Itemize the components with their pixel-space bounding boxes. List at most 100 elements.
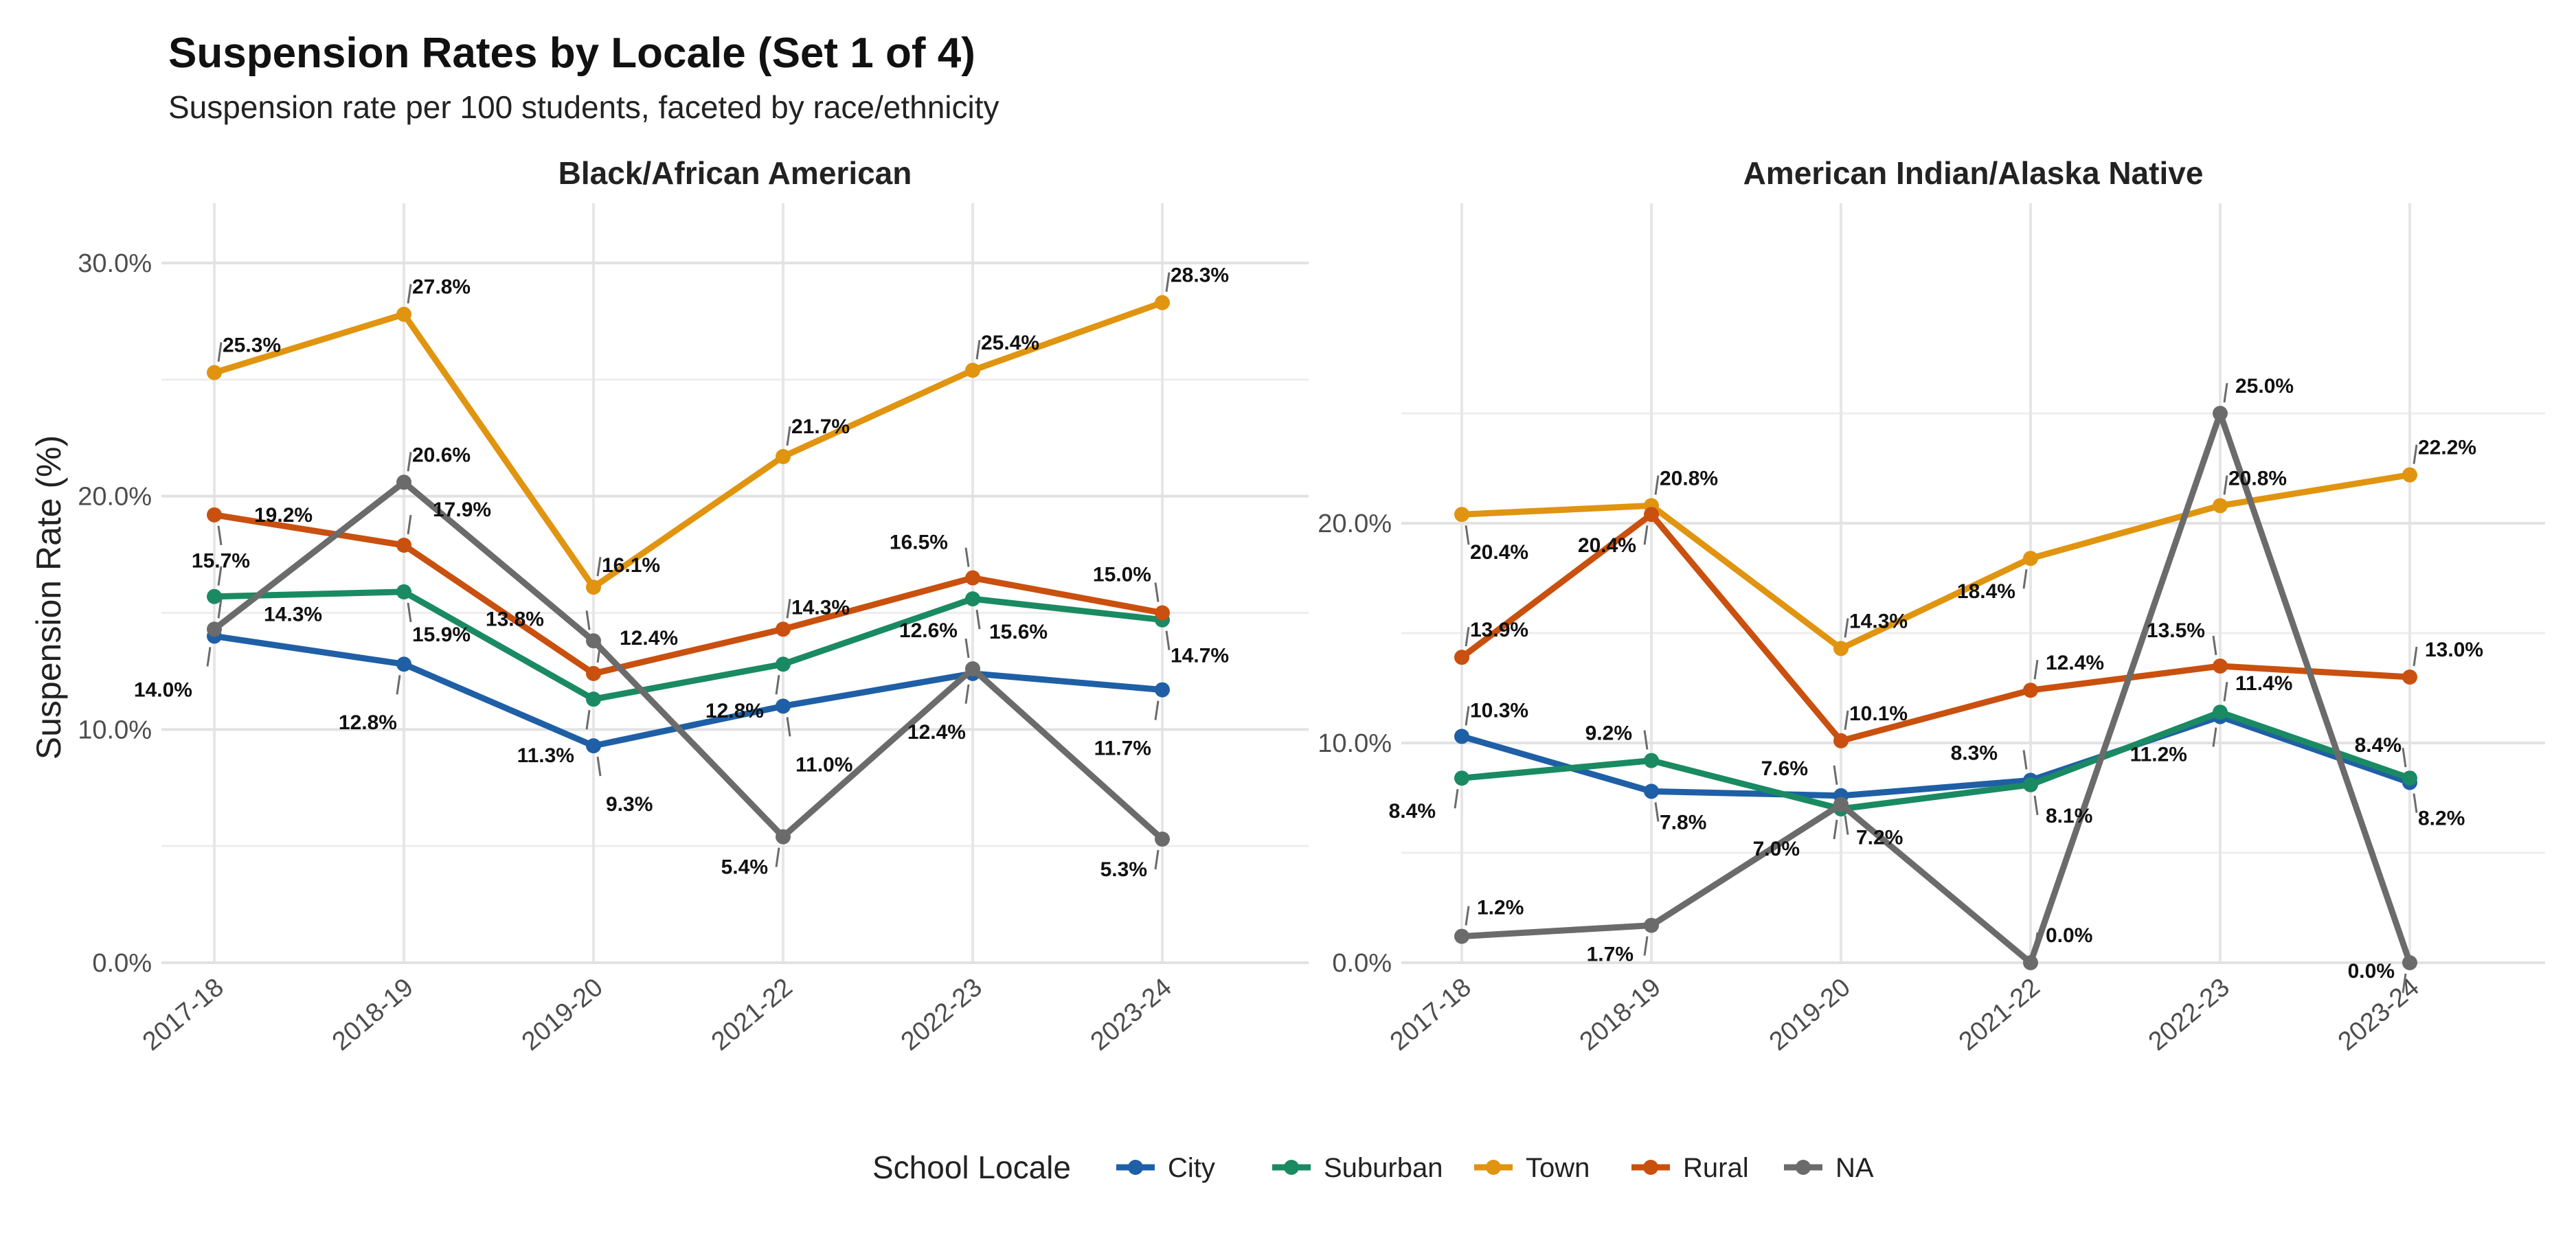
legend-label: City xyxy=(1168,1153,1215,1183)
x-tick-label: 2018-19 xyxy=(327,973,419,1057)
label-leader xyxy=(206,647,212,667)
legend-key-point xyxy=(1128,1160,1143,1175)
label-leader xyxy=(217,599,223,619)
labels-city: 14.0% 12.8% 9.3% 11.0% 12.4% 11.7% xyxy=(134,647,1160,816)
label-leader xyxy=(786,599,791,619)
label-leader xyxy=(396,675,401,695)
data-label: 12.4% xyxy=(620,627,678,650)
data-label: 8.3% xyxy=(1951,742,1998,764)
data-point xyxy=(1833,797,1849,812)
data-label: 8.4% xyxy=(1389,800,1436,823)
data-label: 14.0% xyxy=(134,678,192,701)
facet-panel-2: 0.0% 10.0% 20.0% 2017-18 2018-19 2019-20 2021-… xyxy=(1318,155,2545,1057)
data-point xyxy=(207,588,222,604)
data-label: 15.7% xyxy=(192,550,250,573)
series-line xyxy=(211,479,1166,843)
label-leader xyxy=(1844,710,1849,731)
legend-label: Suburban xyxy=(1324,1153,1443,1183)
label-leader xyxy=(1165,272,1171,292)
data-label: 8.4% xyxy=(2355,734,2402,757)
label-leader xyxy=(1643,936,1649,956)
x-tick-label: 2023-24 xyxy=(1085,973,1177,1057)
facet-title: American Indian/Alaska Native xyxy=(1743,155,2204,191)
labels-rural: 13.9% 20.4% 10.1% 12.4% 13.5% 13.0% xyxy=(1465,525,2483,731)
label-leader xyxy=(2033,659,2039,680)
data-point xyxy=(1833,733,1849,748)
data-label: 5.3% xyxy=(1100,858,1147,881)
labels-town: 20.4% 20.8% 14.3% 18.4% 20.8% 22.2% xyxy=(1465,437,2476,638)
series-line xyxy=(211,632,1166,749)
data-point xyxy=(396,584,411,599)
chart-subtitle: Suspension rate per 100 students, facete… xyxy=(168,89,999,125)
legend-item-na: NA xyxy=(1784,1153,1874,1183)
data-label: 0.0% xyxy=(2348,960,2395,983)
labels-rural: 19.2% 17.9% 12.4% 14.3% 16.5% 15.0% xyxy=(217,499,1160,663)
label-leader xyxy=(596,643,602,663)
data-label: 12.6% xyxy=(899,619,958,642)
data-point xyxy=(776,698,791,714)
data-point xyxy=(586,665,601,681)
data-label: 9.2% xyxy=(1585,722,1632,745)
label-leader xyxy=(1833,765,1838,786)
label-leader xyxy=(775,847,780,867)
data-point xyxy=(207,621,222,637)
data-point xyxy=(965,570,980,586)
data-label: 7.2% xyxy=(1856,827,1903,849)
data-point xyxy=(1454,928,1469,944)
label-leader xyxy=(407,452,412,472)
legend-key-point xyxy=(1486,1160,1501,1175)
series-suburban xyxy=(207,584,1170,707)
x-tick-label: 2017-18 xyxy=(1385,973,1477,1057)
data-point xyxy=(1155,605,1170,621)
data-point xyxy=(396,656,411,672)
data-label: 19.2% xyxy=(254,504,313,527)
label-leader xyxy=(2402,973,2407,994)
data-point xyxy=(1644,753,1659,768)
data-label: 1.2% xyxy=(1477,897,1524,919)
label-leader xyxy=(1454,788,1459,809)
data-point xyxy=(2213,406,2228,421)
legend-item-city: City xyxy=(1116,1153,1215,1183)
legend-key-point xyxy=(1643,1160,1658,1175)
data-point xyxy=(586,633,601,649)
legend-label: Town xyxy=(1526,1153,1590,1183)
x-tick-label: 2022-23 xyxy=(2143,973,2235,1057)
data-label: 11.3% xyxy=(517,744,574,767)
data-label: 10.3% xyxy=(1470,699,1528,722)
data-label: 20.4% xyxy=(1470,541,1528,564)
data-point xyxy=(207,365,222,380)
data-point xyxy=(1644,917,1659,933)
y-tick-label: 10.0% xyxy=(1318,729,1392,758)
label-leader xyxy=(1154,582,1160,602)
data-label: 21.7% xyxy=(791,415,850,438)
x-tick-label: 2023-24 xyxy=(2333,973,2425,1057)
label-leader xyxy=(1154,849,1160,870)
data-label: 15.9% xyxy=(412,623,471,646)
label-leader xyxy=(1844,618,1849,638)
data-point xyxy=(965,591,980,607)
labels-town: 25.3% 27.8% 16.1% 21.7% 25.4% 28.3% xyxy=(217,264,1229,577)
label-leader xyxy=(407,602,412,623)
series-line xyxy=(1458,709,2413,812)
data-point xyxy=(1454,507,1469,523)
series-line xyxy=(1458,713,2413,799)
data-point xyxy=(2023,551,2038,566)
data-label: 13.9% xyxy=(1470,619,1528,641)
y-tick-label: 0.0% xyxy=(92,949,152,978)
x-tick-label: 2021-22 xyxy=(1954,973,2046,1057)
data-label: 0.0% xyxy=(2046,924,2092,947)
series-line xyxy=(1458,410,2413,966)
y-tick-label: 20.0% xyxy=(1318,510,1392,538)
data-label: 8.1% xyxy=(2046,805,2092,827)
data-point xyxy=(965,363,980,378)
label-leader xyxy=(975,609,981,630)
label-leader xyxy=(2212,635,2217,656)
data-point xyxy=(207,507,222,523)
legend-item-rural: Rural xyxy=(1631,1153,1749,1183)
chart-title: Suspension Rates by Locale (Set 1 of 4) xyxy=(168,30,975,77)
label-leader xyxy=(1643,525,1649,545)
label-leader xyxy=(1654,802,1660,822)
data-label: 25.4% xyxy=(981,332,1039,354)
data-point xyxy=(1155,682,1170,698)
